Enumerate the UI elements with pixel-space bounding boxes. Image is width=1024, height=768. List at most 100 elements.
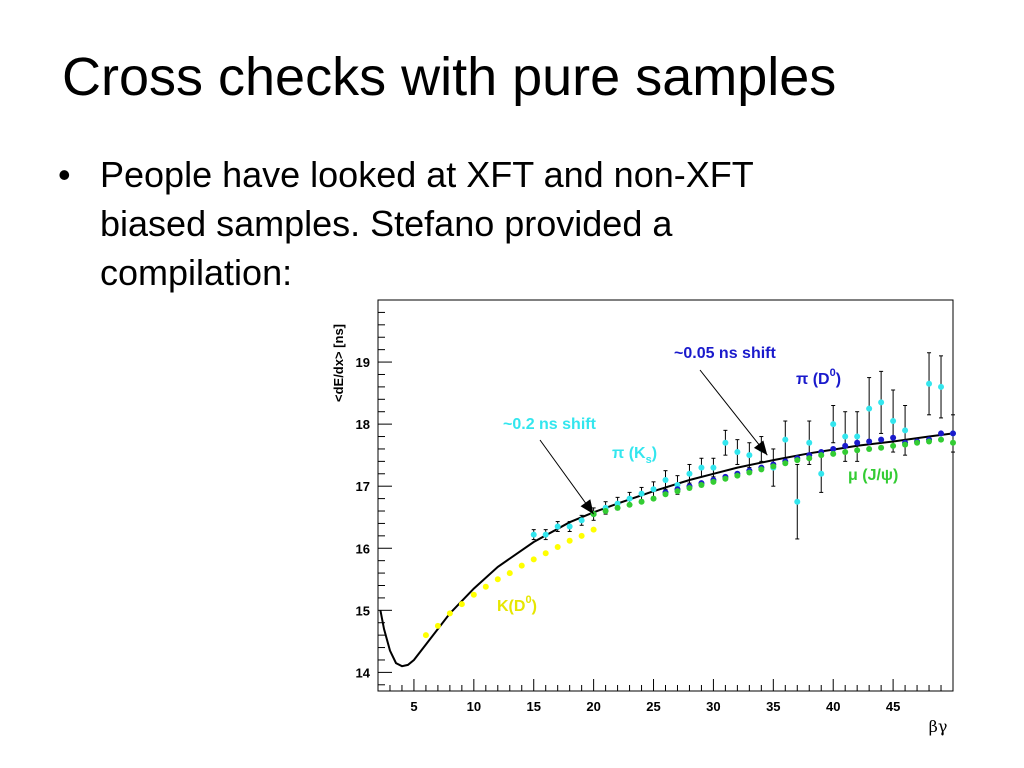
point-ks	[566, 523, 573, 530]
point-j	[638, 498, 645, 505]
point-ks	[626, 495, 633, 502]
point-j	[782, 460, 789, 467]
point-j	[758, 466, 765, 473]
point-k-d0	[458, 601, 465, 608]
data-points	[422, 352, 956, 639]
point-ks	[926, 380, 933, 387]
point-ks	[638, 490, 645, 497]
point-k-d0	[470, 591, 477, 598]
point-ks	[542, 531, 549, 538]
point-j	[914, 439, 921, 446]
x-tick-label: 45	[886, 699, 900, 714]
x-axis-label: βγ	[929, 717, 948, 736]
point-k-d0	[590, 526, 597, 533]
point-j	[890, 442, 897, 449]
point-k-d0	[566, 537, 573, 544]
point-d0	[890, 434, 897, 441]
series-label: π (D0)	[796, 367, 841, 388]
point-ks	[806, 439, 813, 446]
point-ks	[530, 531, 537, 538]
y-axis-label: <dE/dx> [ns]	[331, 324, 346, 402]
point-ks	[890, 418, 897, 425]
point-j	[842, 449, 849, 456]
x-tick-label: 5	[410, 699, 417, 714]
point-ks	[830, 421, 837, 428]
point-ks	[722, 439, 729, 446]
point-ks	[842, 433, 849, 440]
point-ks	[614, 500, 621, 507]
point-d0	[938, 430, 945, 437]
x-tick-label: 15	[526, 699, 540, 714]
point-ks	[554, 523, 561, 530]
point-ks	[734, 449, 741, 456]
point-k-d0	[506, 570, 513, 577]
point-d0	[842, 442, 849, 449]
point-j	[614, 504, 621, 511]
y-tick-label: 17	[356, 479, 370, 494]
point-ks	[782, 436, 789, 443]
point-j	[602, 508, 609, 515]
annotations: ~0.05 ns shift ~0.2 ns shift	[503, 345, 776, 515]
point-ks	[794, 498, 801, 505]
point-ks	[818, 470, 825, 477]
point-ks	[854, 433, 861, 440]
point-ks	[698, 464, 705, 471]
series-label: K(D0)	[497, 594, 537, 615]
point-j	[806, 455, 813, 462]
point-k-d0	[434, 622, 441, 629]
annotation-label: ~0.05 ns shift	[674, 345, 776, 362]
point-k-d0	[494, 576, 501, 583]
point-ks	[710, 464, 717, 471]
point-ks	[938, 383, 945, 390]
point-k-d0	[422, 632, 429, 639]
point-k-d0	[518, 562, 525, 569]
point-d0	[878, 436, 885, 443]
point-ks	[578, 517, 585, 524]
annotation-arrow	[699, 369, 768, 456]
x-tick-label: 40	[826, 699, 840, 714]
point-j	[926, 438, 933, 445]
annotation-arrow	[539, 439, 595, 515]
point-j	[938, 436, 945, 443]
point-j	[818, 452, 825, 459]
point-k-d0	[482, 583, 489, 590]
point-d0	[854, 439, 861, 446]
bullet-text: People have looked at XFT and non-XFT bi…	[100, 154, 754, 293]
point-j	[686, 485, 693, 492]
annotation-arrowhead	[753, 440, 768, 456]
series-label: π (Ks)	[612, 445, 657, 466]
point-j	[878, 444, 885, 451]
point-j	[830, 450, 837, 457]
annotation-arrowhead	[580, 499, 594, 515]
point-j	[674, 488, 681, 495]
point-j	[902, 441, 909, 448]
point-j	[794, 457, 801, 464]
x-tick-label: 25	[646, 699, 660, 714]
point-j	[770, 463, 777, 470]
x-tick-label: 35	[766, 699, 780, 714]
x-tick-label: 30	[706, 699, 720, 714]
annotation-label: ~0.2 ns shift	[503, 416, 597, 433]
point-k-d0	[578, 532, 585, 539]
point-d0	[830, 445, 837, 452]
point-d0	[866, 438, 873, 445]
series-label: μ (J/ψ)	[848, 467, 898, 484]
point-ks	[878, 399, 885, 406]
point-j	[626, 501, 633, 508]
y-tick-label: 15	[356, 603, 370, 618]
point-j	[854, 447, 861, 454]
bullet-dot: •	[58, 154, 71, 195]
point-ks	[866, 405, 873, 412]
point-j	[734, 472, 741, 479]
point-j	[950, 439, 956, 446]
point-j	[662, 491, 669, 498]
point-ks	[662, 476, 669, 483]
x-tick-label: 10	[467, 699, 481, 714]
x-tick-label: 20	[586, 699, 600, 714]
y-tick-label: 18	[356, 417, 370, 432]
point-d0	[950, 430, 956, 437]
point-j	[650, 495, 657, 502]
point-ks	[902, 427, 909, 434]
axis-ticks: 5 10 15 20 25 30 35 40 45 14 15 16 17 18 19	[356, 311, 942, 714]
